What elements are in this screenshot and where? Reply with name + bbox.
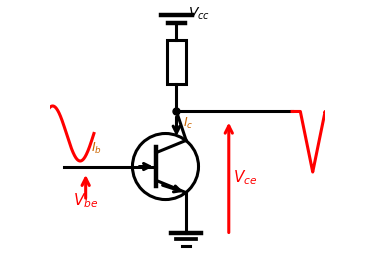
Text: $I_b$: $I_b$	[91, 140, 102, 155]
Text: $V_{be}$: $V_{be}$	[73, 192, 99, 210]
Text: $I_c$: $I_c$	[183, 116, 194, 131]
Bar	[167, 40, 186, 84]
Text: $V_{ce}$: $V_{ce}$	[233, 168, 257, 187]
Text: $V_{cc}$: $V_{cc}$	[188, 6, 210, 22]
